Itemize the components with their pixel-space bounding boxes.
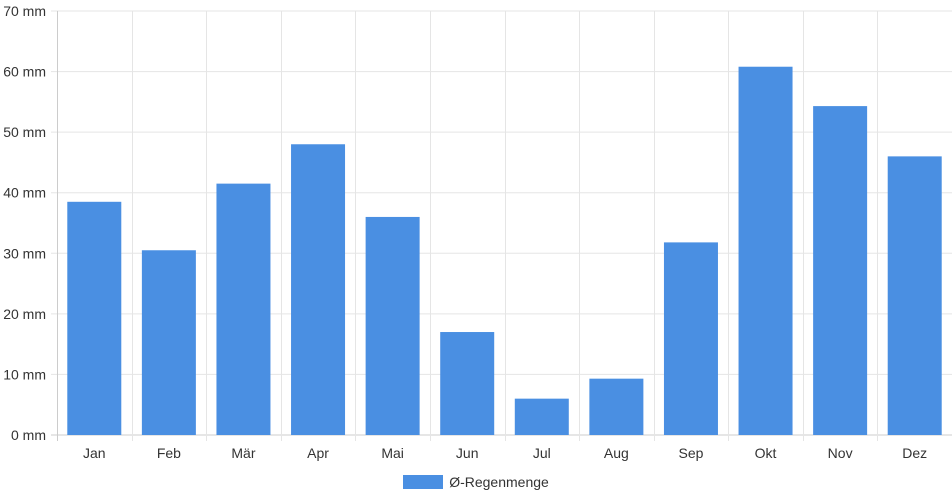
bar-aug <box>589 378 644 435</box>
bar-jun <box>440 332 495 435</box>
x-tick-label: Jul <box>533 445 551 461</box>
x-tick-label: Jun <box>456 445 479 461</box>
y-tick-label: 0 mm <box>11 427 46 443</box>
y-tick-label: 60 mm <box>3 64 46 80</box>
bar-mai <box>365 216 420 435</box>
bar-feb <box>141 250 196 435</box>
rainfall-bar-chart: 0 mm 10 mm 20 mm 30 mm 40 mm 50 mm 60 mm 70 mm J… <box>3 3 952 461</box>
bar-mär <box>216 183 271 435</box>
y-tick-label: 10 mm <box>3 366 46 382</box>
legend-swatch <box>403 475 444 489</box>
y-tick-label: 40 mm <box>3 185 46 201</box>
bar-apr <box>291 144 346 435</box>
x-tick-label: Jan <box>83 445 106 461</box>
x-tick-label: Nov <box>828 445 853 461</box>
bar-okt <box>738 66 793 436</box>
bar-dez <box>887 156 942 435</box>
y-tick-label: 70 mm <box>3 3 46 19</box>
bar-nov <box>813 106 868 436</box>
bar-sep <box>663 242 718 435</box>
y-tick-label: 30 mm <box>3 245 46 261</box>
x-tick-label: Feb <box>157 445 181 461</box>
x-tick-label: Sep <box>678 445 703 461</box>
x-tick-label: Mai <box>381 445 404 461</box>
bar-jan <box>67 201 122 435</box>
x-tick-label: Dez <box>902 445 927 461</box>
x-tick-label: Aug <box>604 445 629 461</box>
bar-jul <box>514 398 569 435</box>
y-tick-label: 50 mm <box>3 124 46 140</box>
chart-legend[interactable]: Ø-Regenmenge <box>0 472 952 492</box>
y-tick-label: 20 mm <box>3 306 46 322</box>
legend-label: Ø-Regenmenge <box>449 474 549 490</box>
x-tick-label: Okt <box>755 445 777 461</box>
x-tick-label: Mär <box>231 445 255 461</box>
x-tick-label: Apr <box>307 445 329 461</box>
